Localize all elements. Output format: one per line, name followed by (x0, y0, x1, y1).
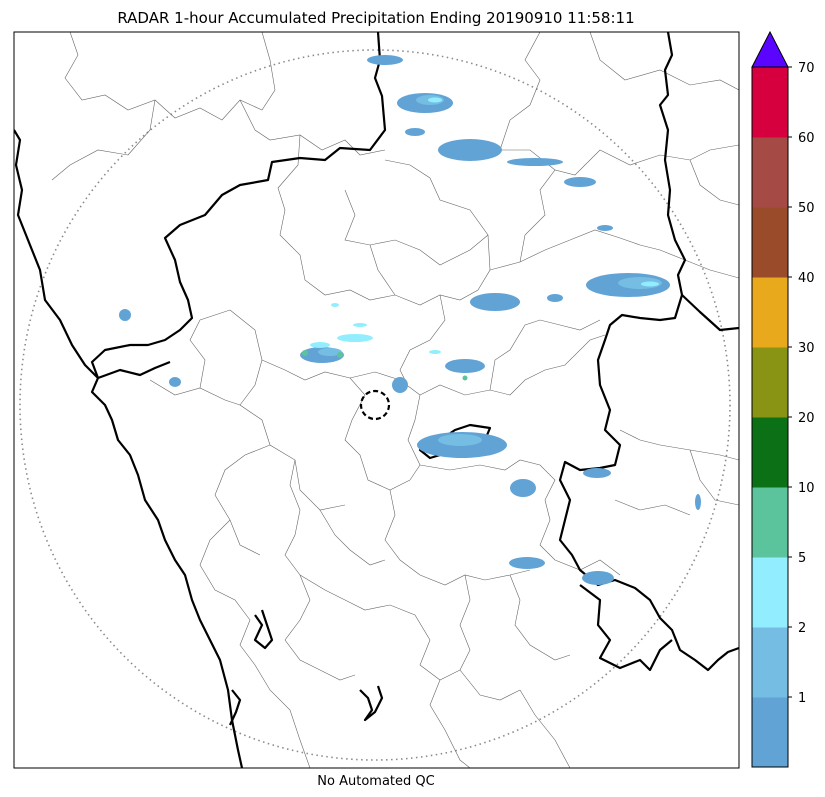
colorbar-bin (752, 417, 788, 488)
qc-caption: No Automated QC (317, 774, 434, 789)
colorbar-bin (752, 697, 788, 768)
colorbar-bin (752, 627, 788, 698)
map-background (14, 32, 739, 768)
colorbar-bin (752, 487, 788, 558)
colorbar-bin (752, 137, 788, 208)
map-frame (13, 31, 740, 769)
chart-title: RADAR 1-hour Accumulated Precipitation E… (117, 9, 634, 27)
state-boundaries (14, 32, 739, 768)
colorbar-tick-label: 2 (798, 621, 806, 636)
colorbar-tick-label: 50 (798, 201, 815, 216)
colorbar-bin (752, 277, 788, 348)
colorbar-bins (752, 67, 788, 768)
colorbar-tick-label: 40 (798, 271, 815, 286)
colorbar-bin (752, 207, 788, 278)
radar-site-marker (359, 389, 391, 421)
colorbar-ticks: 1 2 5 10 20 30 40 50 60 70 (788, 61, 815, 706)
colorbar-bin (752, 67, 788, 138)
colorbar-tick-label: 5 (798, 551, 806, 566)
colorbar-tick-label: 30 (798, 341, 815, 356)
colorbar-tick-label: 60 (798, 131, 815, 146)
colorbar-tick-label: 1 (798, 691, 806, 706)
colorbar-tick-label: 20 (798, 411, 815, 426)
district-boundaries (51, 32, 739, 768)
colorbar-tick-label: 10 (798, 481, 815, 496)
colorbar-bin (752, 557, 788, 628)
precipitation-echoes (119, 55, 701, 585)
radar-range-ring (19, 49, 731, 761)
colorbar-tick-label: 70 (798, 61, 815, 76)
colorbar: 1 2 5 10 20 30 40 50 60 70 (751, 30, 815, 768)
map-panel (13, 31, 740, 769)
colorbar-bin (752, 347, 788, 418)
colorbar-extend-triangle (751, 30, 789, 68)
